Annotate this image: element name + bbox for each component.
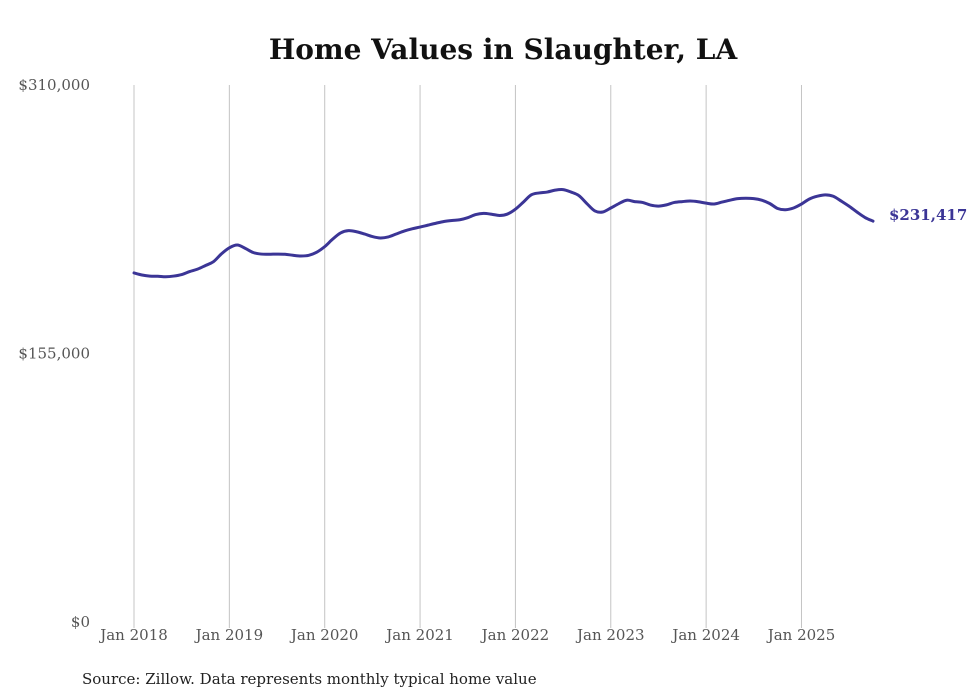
y-tick-label: $310,000 [18, 76, 90, 94]
x-tick-label: Jan 2019 [194, 626, 264, 644]
chart-title: Home Values in Slaughter, LA [269, 33, 739, 66]
x-tick-label: Jan 2023 [575, 626, 645, 644]
source-note: Source: Zillow. Data represents monthly … [82, 670, 537, 688]
x-tick-label: Jan 2018 [98, 626, 168, 644]
gridlines [133, 85, 802, 628]
x-tick-label: Jan 2025 [766, 626, 836, 644]
y-tick-label: $155,000 [18, 345, 90, 363]
x-axis-ticks: Jan 2018 Jan 2019 Jan 2020 Jan 2021 Jan 2022… [98, 626, 835, 644]
series-lines [132, 188, 875, 279]
y-axis-ticks: $310,000 $155,000 $0 [18, 76, 90, 631]
end-value-label: $231,417 [889, 206, 967, 224]
x-tick-label: Jan 2021 [384, 626, 454, 644]
y-tick-label: $0 [71, 613, 90, 631]
x-tick-label: Jan 2020 [289, 626, 359, 644]
x-tick-label: Jan 2024 [670, 626, 740, 644]
x-tick-label: Jan 2022 [480, 626, 550, 644]
series-line-0 [132, 188, 875, 279]
